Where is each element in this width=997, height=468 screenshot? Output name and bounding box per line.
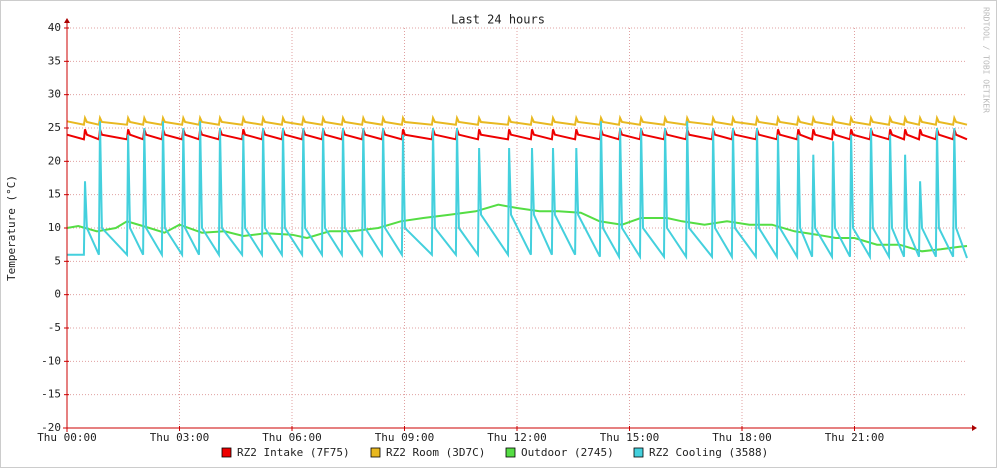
y-tick-label: 25 bbox=[48, 121, 61, 134]
y-tick-label: 40 bbox=[48, 21, 61, 34]
x-tick-label: Thu 15:00 bbox=[600, 431, 660, 444]
series-line bbox=[66, 128, 968, 141]
x-tick-label: Thu 09:00 bbox=[375, 431, 435, 444]
x-tick-label: Thu 06:00 bbox=[262, 431, 322, 444]
watermark: RRDTOOL / TOBI OETIKER bbox=[982, 7, 991, 113]
x-axis-arrow bbox=[972, 425, 977, 431]
legend-swatch bbox=[221, 447, 232, 458]
lines bbox=[66, 114, 968, 261]
y-tick-label: 0 bbox=[54, 288, 61, 301]
x-tick-label: Thu 21:00 bbox=[825, 431, 885, 444]
legend-swatch bbox=[370, 447, 381, 458]
axes bbox=[63, 18, 977, 432]
series-line bbox=[66, 203, 968, 253]
legend-label: Outdoor (2745) bbox=[521, 446, 614, 459]
y-tick-label: 15 bbox=[48, 188, 61, 201]
legend-swatch bbox=[505, 447, 516, 458]
y-tick-label: 10 bbox=[48, 221, 61, 234]
y-tick-label: 30 bbox=[48, 88, 61, 101]
x-tick-label: Thu 12:00 bbox=[487, 431, 547, 444]
y-tick-label: 5 bbox=[54, 254, 61, 267]
legend: RZ2 Intake (7F75) RZ2 Room (3D7C) Outdoor … bbox=[221, 446, 768, 459]
y-axis-arrow bbox=[64, 18, 70, 23]
legend-label: RZ2 Intake (7F75) bbox=[237, 446, 350, 459]
y-tick-label: -15 bbox=[41, 388, 61, 401]
y-tick-label: 35 bbox=[48, 54, 61, 67]
y-tick-label: -5 bbox=[48, 321, 61, 334]
legend-label: RZ2 Cooling (3588) bbox=[649, 446, 768, 459]
y-tick-label: 20 bbox=[48, 154, 61, 167]
series-line bbox=[67, 121, 968, 261]
y-tick-label: -20 bbox=[41, 421, 61, 434]
tick-labels: -20 -15 -10 -5 0 5 10 15 20 25 30 35 40 Thu 00:00 Thu … bbox=[37, 21, 884, 444]
y-axis-label: Temperature (°C) bbox=[5, 175, 18, 281]
x-tick-label: Thu 18:00 bbox=[712, 431, 772, 444]
chart-title: Last 24 hours bbox=[451, 13, 545, 27]
series-line bbox=[66, 114, 968, 126]
x-tick-label: Thu 00:00 bbox=[37, 431, 97, 444]
x-tick-label: Thu 03:00 bbox=[150, 431, 210, 444]
y-tick-label: -10 bbox=[41, 354, 61, 367]
grid bbox=[64, 27, 967, 431]
legend-swatch bbox=[633, 447, 644, 458]
legend-label: RZ2 Room (3D7C) bbox=[386, 446, 485, 459]
